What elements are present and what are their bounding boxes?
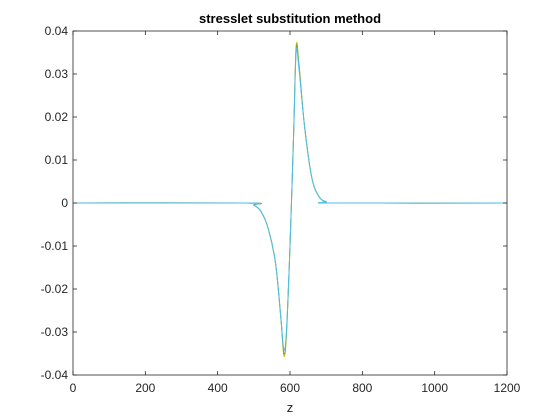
- y-tick-label: 0.04: [45, 24, 69, 38]
- series-line-2: [72, 43, 508, 355]
- ticks-layer: 0 200 400 600 800 1000 12000.040.030.020.010-0…: [41, 24, 521, 395]
- x-tick-label: 0: [70, 381, 77, 395]
- y-tick-label: -0.02: [41, 282, 69, 296]
- x-tick-label: 400: [208, 381, 228, 395]
- plot-area-box: [72, 30, 508, 376]
- y-tick-label: -0.01: [41, 239, 69, 253]
- y-tick-label: -0.03: [41, 325, 69, 339]
- y-tick-label: 0.03: [45, 67, 69, 81]
- y-tick-label: 0.02: [45, 110, 69, 124]
- x-tick-label: 800: [352, 381, 372, 395]
- chart-title: stresslet substitution method: [199, 11, 381, 26]
- series-line-3: [72, 48, 508, 351]
- x-tick-label: 1000: [421, 381, 448, 395]
- x-tick-label: 600: [280, 381, 300, 395]
- series-lines-layer: [72, 41, 508, 357]
- x-tick-label: 200: [135, 381, 155, 395]
- y-tick-label: 0.01: [45, 153, 69, 167]
- x-axis-label: z: [287, 400, 294, 415]
- y-tick-label: 0: [61, 196, 68, 210]
- x-tick-label: 1200: [494, 381, 521, 395]
- series-line-1: [72, 41, 508, 357]
- y-tick-label: -0.04: [41, 368, 69, 382]
